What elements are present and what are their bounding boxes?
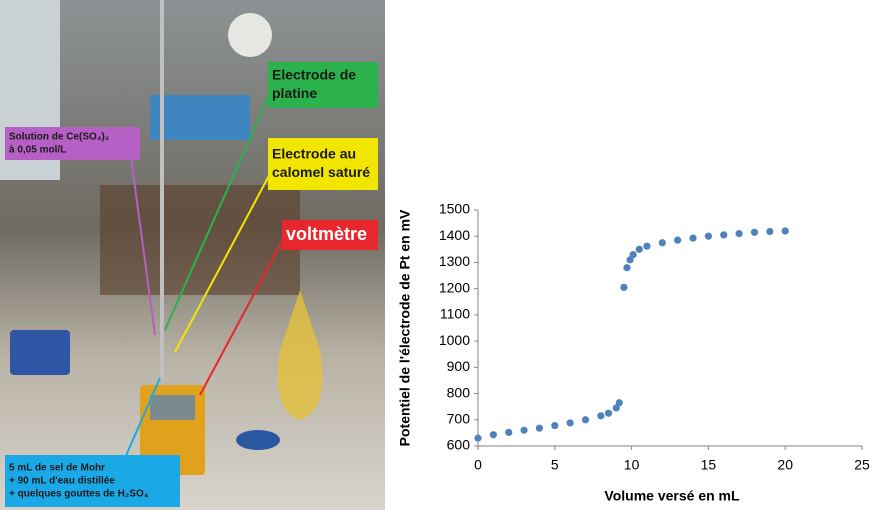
y-tick-label: 1100 [440, 306, 470, 322]
point [474, 434, 482, 442]
y-tick-label: 900 [447, 358, 471, 374]
point [489, 431, 497, 439]
x-tick-label: 15 [701, 457, 717, 473]
x-axis-title: Volume versé en mL [604, 488, 740, 504]
label-text: calomel saturé [272, 164, 370, 180]
label-box [282, 220, 378, 250]
point [766, 227, 774, 236]
label-text: + 90 mL d'eau distillée [9, 476, 115, 487]
y-tick-label: 800 [447, 384, 471, 400]
flask [277, 290, 323, 420]
point [643, 242, 651, 250]
label-text: platine [272, 85, 317, 101]
point [623, 264, 631, 272]
label-text: 5 mL de sel de Mohr [9, 463, 105, 474]
label-text: Solution de Ce(SO₄)₂ [9, 132, 109, 143]
point [750, 228, 759, 236]
y-tick-label: 1000 [439, 332, 470, 348]
stand-rod [160, 0, 164, 380]
point [612, 404, 620, 412]
point [781, 227, 789, 235]
point [520, 426, 528, 434]
point [620, 283, 628, 291]
label-box [268, 138, 378, 190]
y-tick-label: 1400 [439, 227, 470, 243]
y-tick-label: 600 [447, 437, 471, 453]
point [626, 256, 634, 264]
point [674, 236, 682, 244]
point [629, 250, 637, 259]
label-box [268, 62, 378, 108]
x-tick-label: 10 [624, 457, 640, 473]
point [597, 412, 605, 420]
y-tick-label: 1500 [439, 201, 470, 217]
point [615, 399, 623, 407]
point [535, 424, 544, 432]
label-text: Electrode de [272, 67, 356, 83]
shelf [100, 185, 300, 295]
point [658, 239, 666, 247]
chart: Volume versé en mL Potentiel de l'électr… [397, 201, 870, 504]
stand-base [236, 430, 280, 450]
pointer [199, 235, 286, 396]
point [735, 230, 743, 238]
y-tick-label: 700 [447, 410, 471, 426]
x-tick-label: 0 [474, 457, 482, 473]
pointer [129, 149, 156, 336]
voltmeter-screen [150, 395, 195, 420]
x-tick-label: 25 [854, 457, 870, 473]
pointer [164, 81, 276, 331]
label-text: Electrode au [272, 146, 356, 162]
y-tick-label: 1300 [439, 253, 470, 269]
pointer [174, 169, 273, 353]
label-box [5, 127, 140, 160]
x-tick-label: 5 [551, 457, 559, 473]
point [566, 419, 574, 427]
label-box [5, 455, 180, 507]
point [505, 428, 513, 436]
photo-labels: Electrode de platine Solution de Ce(SO₄)₂ à… [5, 62, 378, 507]
pointer [124, 377, 161, 459]
label-text: + quelques gouttes de H₂SO₄ [9, 489, 149, 500]
point [689, 234, 697, 242]
stirrer [10, 330, 70, 375]
label-text: à 0,05 mol/L [9, 145, 66, 156]
blue-basin [150, 95, 250, 140]
lamp [228, 13, 272, 57]
point [581, 416, 590, 424]
label-text: voltmètre [286, 224, 367, 244]
x-tick-label: 20 [777, 457, 793, 473]
point [704, 232, 713, 240]
point [604, 409, 613, 417]
y-axis-title: Potentiel de l'électrode de Pt en mV [397, 209, 413, 446]
point [551, 421, 559, 430]
point [720, 231, 728, 239]
point [635, 245, 643, 253]
y-tick-label: 1200 [439, 279, 470, 295]
